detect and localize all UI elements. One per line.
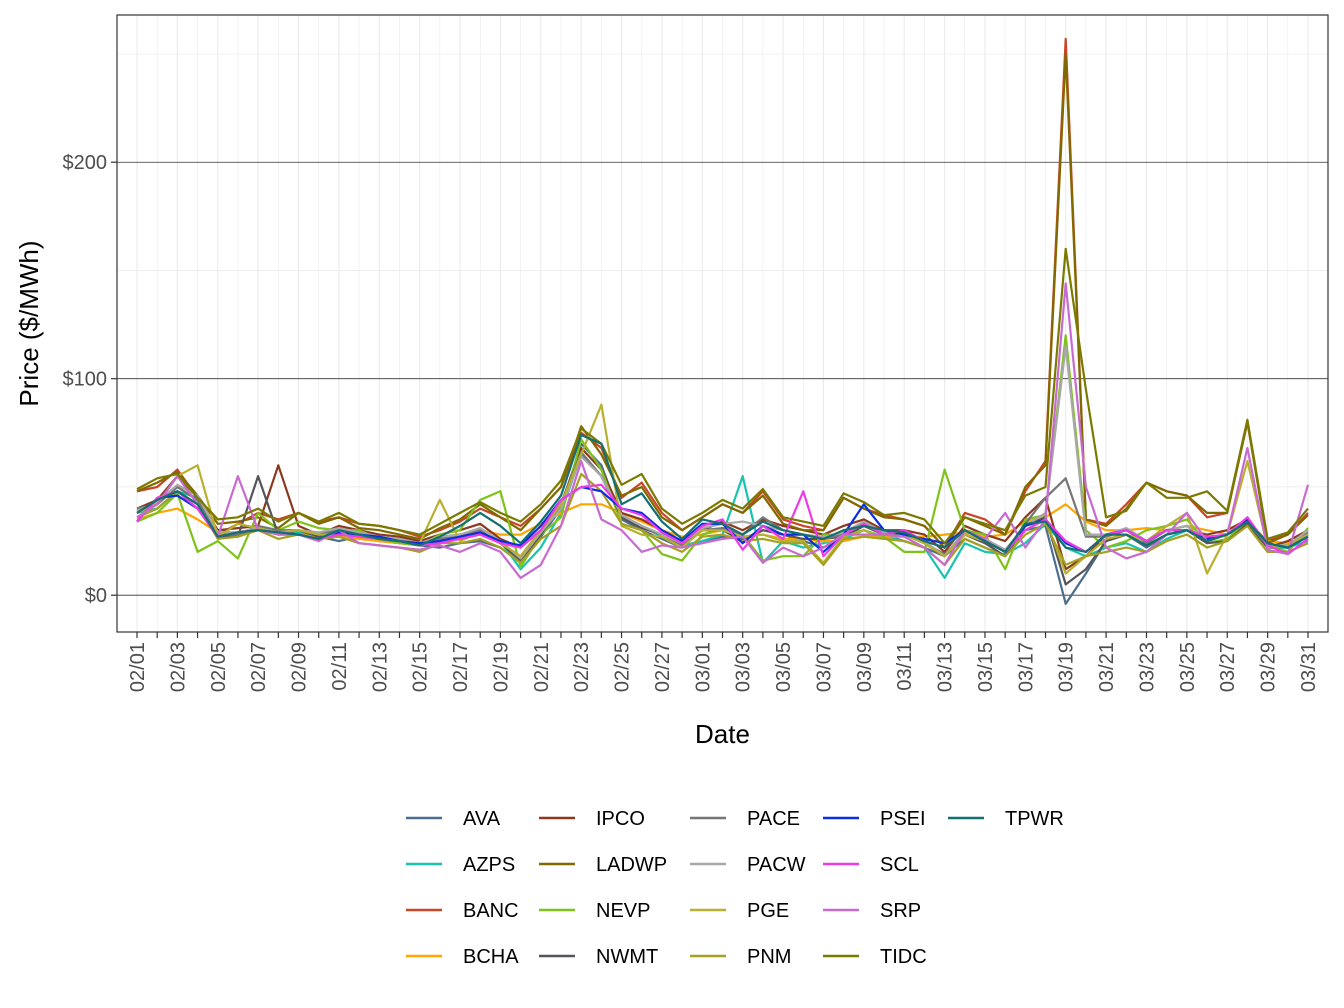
legend-label: PACE: [747, 808, 800, 830]
y-axis: $0 $100 $200: [63, 152, 117, 607]
x-tick-label: 03/07: [813, 642, 835, 692]
x-tick-label: 03/17: [1015, 642, 1037, 692]
legend-item-ipco: IPCO: [539, 808, 645, 830]
legend-label: IPCO: [596, 808, 645, 830]
x-tick-label: 03/09: [854, 642, 876, 692]
legend-item-pnm: PNM: [690, 946, 791, 968]
x-tick-label: 02/23: [571, 642, 593, 692]
legend-label: NEVP: [596, 900, 650, 922]
y-axis-title: Price ($/MWh): [14, 240, 44, 406]
x-tick-label: 03/29: [1258, 642, 1280, 692]
x-tick-label: 02/05: [208, 642, 230, 692]
y-tick-label: $0: [85, 585, 107, 607]
series-line-ladwp: [136, 52, 1309, 549]
legend-item-scl: SCL: [823, 854, 919, 876]
x-tick-label: 02/09: [289, 642, 311, 692]
series-line-tidc: [136, 247, 1309, 545]
legend-label: AVA: [463, 808, 501, 830]
x-tick-label: 02/03: [167, 642, 189, 692]
x-tick-label: 03/15: [975, 642, 997, 692]
legend-label: TPWR: [1005, 808, 1064, 830]
x-tick-label: 02/25: [612, 642, 634, 692]
x-axis: 02/01 02/03 02/05 02/07 02/09 02/11 02/13 02/15…: [127, 632, 1320, 692]
legend-item-azps: AZPS: [406, 854, 515, 876]
x-tick-label: 03/21: [1096, 642, 1118, 692]
x-tick-label: 02/27: [652, 642, 674, 692]
legend-label: PNM: [747, 946, 791, 968]
legend-item-bcha: BCHA: [406, 946, 519, 968]
x-tick-label: 02/15: [410, 642, 432, 692]
x-axis-title: Date: [695, 719, 750, 749]
legend-item-srp: SRP: [823, 900, 921, 922]
x-tick-label: 03/19: [1056, 642, 1078, 692]
legend-label: TIDC: [880, 946, 927, 968]
x-tick-label: 02/17: [450, 642, 472, 692]
legend-item-psei: PSEI: [823, 808, 926, 830]
x-tick-label: 03/31: [1298, 642, 1320, 692]
legend-item-tpwr: TPWR: [948, 808, 1064, 830]
legend-item-pge: PGE: [690, 900, 789, 922]
y-tick-label: $200: [63, 152, 108, 174]
legend-item-ava: AVA: [406, 808, 501, 830]
series-lines: [136, 37, 1310, 606]
x-tick-label: 02/01: [127, 642, 149, 692]
legend-item-nwmt: NWMT: [539, 946, 658, 968]
legend-label: PACW: [747, 854, 806, 876]
legend-label: SRP: [880, 900, 921, 922]
legend-item-nevp: NEVP: [539, 900, 650, 922]
y-tick-label: $100: [63, 369, 108, 391]
legend-item-ladwp: LADWP: [539, 854, 667, 876]
x-tick-label: 03/03: [733, 642, 755, 692]
legend-label: PSEI: [880, 808, 926, 830]
x-tick-label: 02/19: [490, 642, 512, 692]
x-tick-label: 02/21: [531, 642, 553, 692]
legend-label: NWMT: [596, 946, 658, 968]
x-tick-label: 02/13: [369, 642, 391, 692]
legend-label: BANC: [463, 900, 519, 922]
legend-item-banc: BANC: [406, 900, 519, 922]
x-tick-label: 02/07: [248, 642, 270, 692]
x-tick-label: 03/01: [692, 642, 714, 692]
x-tick-label: 03/05: [773, 642, 795, 692]
series-line-tpwr: [136, 433, 1309, 554]
x-tick-label: 02/11: [329, 642, 351, 691]
legend-label: AZPS: [463, 854, 515, 876]
x-tick-label: 03/23: [1136, 642, 1158, 692]
series-line-scl: [136, 483, 1309, 558]
x-tick-label: 03/27: [1217, 642, 1239, 692]
legend-item-pacw: PACW: [690, 854, 806, 876]
x-tick-label: 03/13: [935, 642, 957, 692]
legend-item-tidc: TIDC: [823, 946, 927, 968]
legend-label: PGE: [747, 900, 789, 922]
legend-label: LADWP: [596, 854, 667, 876]
legend-item-pace: PACE: [690, 808, 800, 830]
legend: AVA AZPS BANC BCHA IPCO LADWP NEVP NWMT PACE PACW…: [406, 808, 1064, 968]
x-tick-label: 03/25: [1177, 642, 1199, 692]
x-tick-label: 03/11: [894, 642, 916, 691]
legend-label: BCHA: [463, 946, 519, 968]
legend-label: SCL: [880, 854, 919, 876]
